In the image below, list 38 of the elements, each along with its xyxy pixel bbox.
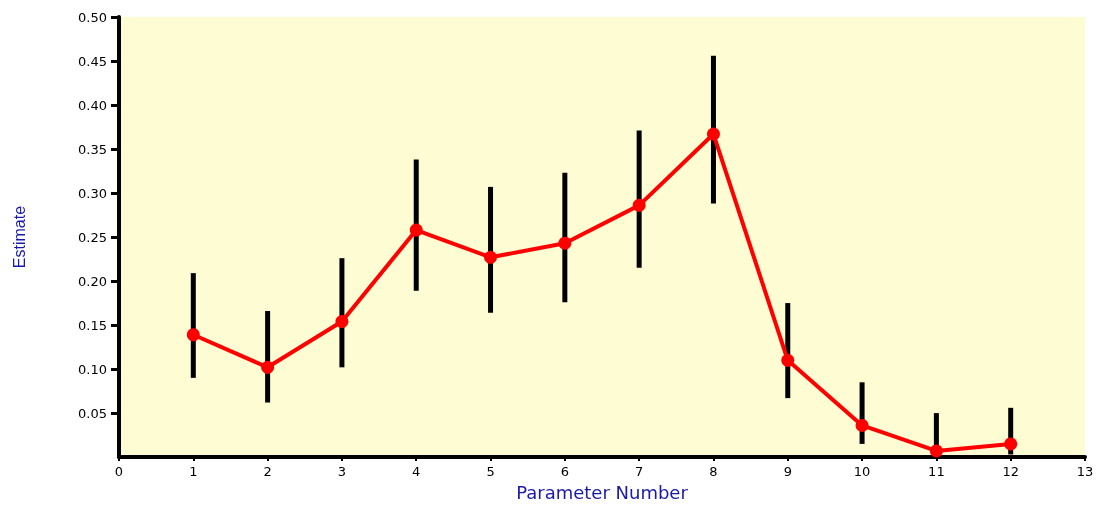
x-tick-label: 11 bbox=[928, 464, 945, 480]
y-tick-label: 0.05 bbox=[78, 405, 107, 421]
point bbox=[335, 315, 349, 329]
point bbox=[706, 127, 720, 141]
point bbox=[261, 360, 275, 374]
x-tick-label: 3 bbox=[337, 464, 347, 480]
x-tick-label: 8 bbox=[709, 464, 718, 480]
point bbox=[855, 418, 869, 432]
x-tick-label: 5 bbox=[486, 464, 495, 480]
x-tick-label: 10 bbox=[853, 464, 871, 480]
point bbox=[409, 223, 423, 237]
x-tick-label: 0 bbox=[114, 464, 124, 480]
x-tick-label: 6 bbox=[560, 464, 569, 480]
point bbox=[484, 250, 498, 264]
y-tick-label: 0.50 bbox=[78, 9, 107, 25]
y-tick-label: 0.30 bbox=[78, 185, 107, 201]
point bbox=[558, 236, 572, 250]
point bbox=[1004, 437, 1018, 451]
y-tick-label: 0.40 bbox=[78, 97, 107, 113]
x-tick-label: 9 bbox=[783, 464, 792, 480]
x-tick-label: 1 bbox=[189, 464, 198, 480]
y-tick-label: 0.35 bbox=[78, 141, 107, 157]
x-axis-title: Parameter Number bbox=[516, 481, 689, 503]
y-axis-title: Estimate bbox=[10, 205, 28, 269]
x-tick-label: 4 bbox=[412, 464, 421, 480]
point bbox=[929, 444, 943, 458]
y-tick-label: 0.25 bbox=[78, 229, 107, 245]
y-tick-label: 0.20 bbox=[78, 273, 107, 289]
x-tick-label: 7 bbox=[635, 464, 644, 480]
x-tick-label: 2 bbox=[263, 464, 272, 480]
x-tick-label: 13 bbox=[1076, 464, 1094, 480]
y-tick-label: 0.10 bbox=[78, 361, 107, 377]
point bbox=[781, 353, 795, 367]
y-tick-label: 0.45 bbox=[78, 53, 107, 69]
point bbox=[186, 328, 200, 342]
y-tick-label: 0.15 bbox=[78, 317, 107, 333]
point bbox=[632, 198, 646, 212]
x-tick-label: 12 bbox=[1002, 464, 1019, 480]
